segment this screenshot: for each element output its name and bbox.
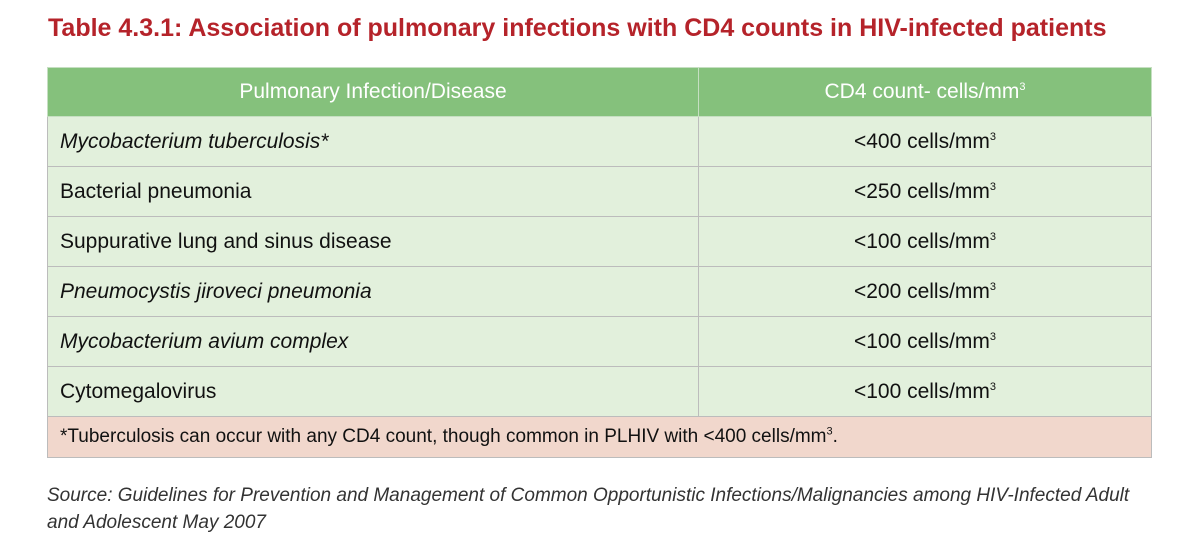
table-row: Suppurative lung and sinus disease <100 c… — [47, 216, 1152, 267]
cd4-unit-exponent: 3 — [989, 130, 997, 143]
header-cd4-unit-exponent: 3 — [1019, 81, 1026, 93]
cd4-value: <100 cells/mm — [853, 379, 990, 403]
cd4-cell: <100 cells/mm3 — [698, 316, 1152, 367]
cd4-cell: <100 cells/mm3 — [698, 366, 1152, 417]
disease-cell: Mycobacterium avium complex — [47, 316, 699, 367]
footnote-text: *Tuberculosis can occur with any CD4 cou… — [60, 426, 827, 447]
cd4-unit-exponent: 3 — [989, 380, 997, 393]
disease-cell: Mycobacterium tuberculosis* — [47, 116, 699, 167]
cd4-cell: <400 cells/mm3 — [698, 116, 1152, 167]
table-title: Table 4.3.1: Association of pulmonary in… — [48, 14, 1107, 42]
disease-cell: Bacterial pneumonia — [47, 166, 699, 217]
cd4-cell: <200 cells/mm3 — [698, 266, 1152, 317]
disease-cell: Suppurative lung and sinus disease — [47, 216, 699, 267]
disease-cell: Pneumocystis jiroveci pneumonia — [47, 266, 699, 317]
cd4-value: <100 cells/mm — [853, 329, 990, 353]
footnote-end: . — [832, 426, 838, 447]
header-cd4: CD4 count- cells/mm3 — [698, 67, 1152, 117]
cd4-association-table: Pulmonary Infection/Disease CD4 count- c… — [47, 67, 1152, 458]
cd4-unit-exponent: 3 — [989, 180, 997, 193]
cd4-value: <200 cells/mm — [853, 279, 990, 303]
table-row: Pneumocystis jiroveci pneumonia <200 cell… — [47, 266, 1152, 317]
header-disease: Pulmonary Infection/Disease — [47, 67, 699, 117]
disease-cell: Cytomegalovirus — [47, 366, 699, 417]
header-cd4-label: CD4 count- cells/mm — [824, 80, 1020, 103]
footnote-unit-exponent: 3 — [826, 425, 833, 438]
cd4-unit-exponent: 3 — [989, 330, 997, 343]
header-disease-label: Pulmonary Infection/Disease — [239, 80, 507, 103]
table-row: Mycobacterium tuberculosis* <400 cells/mm… — [47, 116, 1152, 167]
cd4-unit-exponent: 3 — [989, 280, 997, 293]
cd4-value: <100 cells/mm — [853, 229, 990, 253]
table-row: Bacterial pneumonia <250 cells/mm3 — [47, 166, 1152, 217]
table-row: Mycobacterium avium complex <100 cells/mm… — [47, 316, 1152, 367]
source-citation: Source: Guidelines for Prevention and Ma… — [47, 485, 1130, 533]
cd4-unit-exponent: 3 — [989, 230, 997, 243]
cd4-cell: <100 cells/mm3 — [698, 216, 1152, 267]
table-row: Cytomegalovirus <100 cells/mm3 — [47, 366, 1152, 417]
cd4-value: <400 cells/mm — [853, 129, 990, 153]
footnote-cell: *Tuberculosis can occur with any CD4 cou… — [47, 416, 1152, 458]
cd4-cell: <250 cells/mm3 — [698, 166, 1152, 217]
footnote-row: *Tuberculosis can occur with any CD4 cou… — [47, 416, 1152, 458]
cd4-value: <250 cells/mm — [853, 179, 990, 203]
table-header-row: Pulmonary Infection/Disease CD4 count- c… — [47, 67, 1152, 117]
